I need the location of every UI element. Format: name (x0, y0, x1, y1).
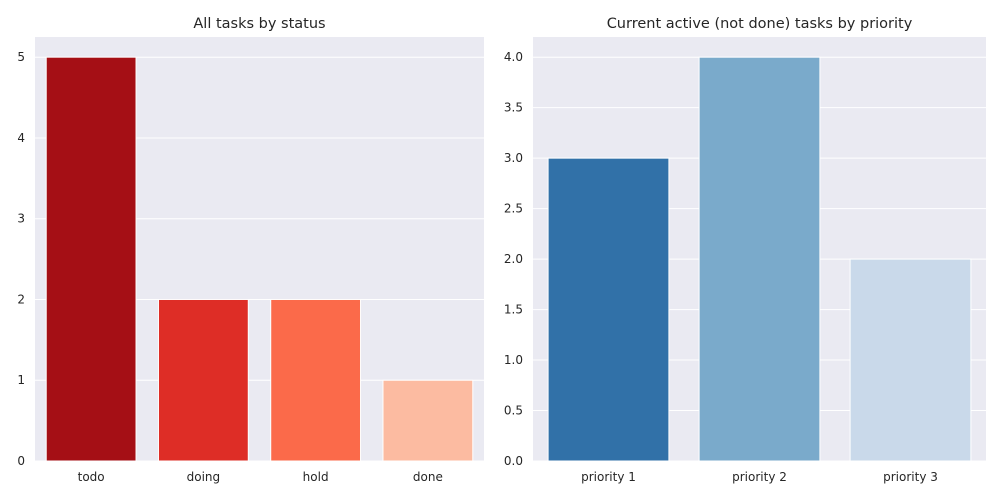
x-tick-labels: todo doing hold done (78, 470, 443, 484)
chart-title: Current active (not done) tasks by prior… (607, 16, 913, 32)
y-tick-label: 0 (17, 454, 25, 468)
y-tick-label: 2.0 (504, 252, 523, 266)
y-tick-label: 0.0 (504, 454, 523, 468)
x-tick-labels: priority 1 priority 2 priority 3 (581, 470, 938, 484)
y-tick-label: 3.5 (504, 101, 523, 115)
bar-priority-2 (698, 56, 821, 462)
bar-priority-3 (849, 258, 972, 462)
y-tick-label: 1.5 (504, 303, 523, 317)
y-tick-label: 2.5 (504, 202, 523, 216)
x-tick-label: priority 1 (581, 470, 636, 484)
x-tick-label: hold (303, 470, 329, 484)
y-tick-label: 5 (17, 50, 25, 64)
y-tick-label: 1 (17, 373, 25, 387)
chart-tasks-by-status: 0 1 2 3 4 5 todo doing hold done All tasks by st… (17, 16, 484, 484)
y-tick-labels: 0.0 0.5 1.0 1.5 2.0 2.5 3.0 3.5 4.0 (504, 50, 523, 468)
bars (45, 56, 474, 462)
bar-done (382, 379, 474, 462)
chart-title: All tasks by status (193, 16, 325, 32)
y-tick-label: 3 (17, 212, 25, 226)
x-tick-label: doing (187, 470, 221, 484)
y-tick-label: 2 (17, 292, 25, 306)
chart-active-tasks-by-priority: 0.00.51.01.52.02.53.03.54.0 priority 1 pr… (504, 16, 986, 484)
y-tick-label: 4 (17, 131, 25, 145)
y-tick-label: 1.0 (504, 353, 523, 367)
x-tick-label: done (413, 470, 443, 484)
bar-doing (157, 298, 249, 462)
x-tick-label: priority 2 (732, 470, 787, 484)
y-tick-label: 0.5 (504, 404, 523, 418)
y-tick-label: 4.0 (504, 50, 523, 64)
bars (547, 56, 972, 462)
bar-priority-1 (547, 157, 670, 462)
x-tick-label: priority 3 (883, 470, 938, 484)
y-tick-label: 3.0 (504, 151, 523, 165)
bar-hold (270, 298, 362, 462)
x-tick-label: todo (78, 470, 105, 484)
y-tick-labels: 0 1 2 3 4 5 (17, 50, 25, 468)
bar-todo (45, 56, 137, 462)
